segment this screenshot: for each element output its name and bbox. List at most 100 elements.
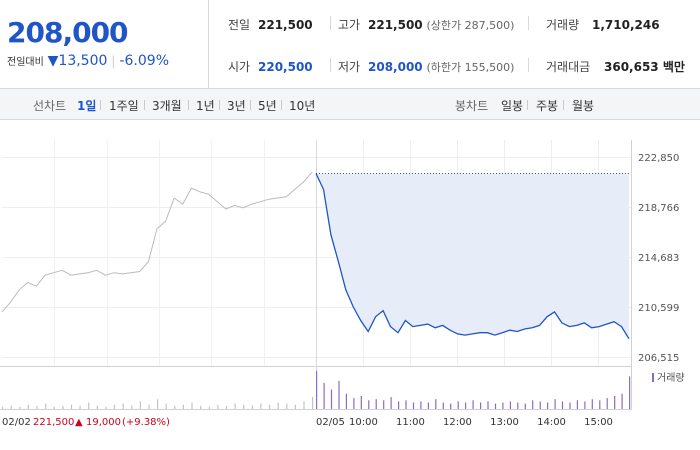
volume-bar [487,401,489,409]
stat-amount: 거래대금 360,653 백만 [546,58,685,75]
volume-bar [502,402,504,409]
volume-bar [312,397,314,409]
volume-bar [539,401,541,409]
volume-bar [554,399,556,409]
volume-bar [105,406,107,409]
volume-bar [629,376,631,409]
volume-bar [330,389,333,409]
stat-upper-limit: (상한가 287,500) [426,19,515,32]
divider [563,100,564,110]
tab-5y[interactable]: 5년 [258,99,277,113]
divider [188,100,189,110]
volume-bar [398,401,400,409]
volume-bar [576,400,578,409]
volume-bar [606,398,608,409]
x-tick-label: 15:00 [584,417,613,428]
volume-bar [217,404,219,409]
stat-value: 1,710,246 [592,18,660,32]
stat-label: 고가 [338,18,361,32]
period-tab-bar: 선차트 1일 1주일 3개월 1년 3년 5년 10년 봉차트 일봉 주봉 월봉 [0,89,700,120]
volume-bar [316,371,318,409]
volume-bar [88,402,90,409]
volume-bar [191,402,193,409]
change-amount: 13,500 [58,53,108,69]
stat-low: 저가 208,000 (하한가 155,500) [338,58,514,75]
volume-bar [182,404,184,409]
tab-monthly[interactable]: 월봉 [572,99,595,113]
volume-bar [234,403,236,409]
current-price: 208,000 [7,16,129,49]
divider [330,58,331,72]
volume-bar [621,393,623,409]
volume-bar [323,382,325,409]
volume-bar [427,402,429,409]
volume-bar [360,396,362,409]
prev-day-price-line [1,171,313,313]
volume-bar [277,402,279,409]
volume-bar [243,404,245,409]
divider [528,16,529,30]
stat-value: 221,500 [368,18,423,32]
quote-header: 208,000 전일대비 ▼13,500 | -6.09% 전일 221,500 고가… [0,0,700,89]
volume-bar [375,399,377,409]
up-arrow-icon: ▲ [75,417,83,428]
today-price-line [315,173,630,340]
volume-bar [472,400,474,409]
stat-lower-limit: (하한가 155,500) [426,61,515,74]
divider [281,100,282,110]
volume-bar [368,400,370,409]
tab-10y[interactable]: 10년 [289,99,316,113]
tab-3y[interactable]: 3년 [227,99,246,113]
stat-label: 시가 [228,60,251,74]
volume-bar [338,380,340,409]
volume-bar [591,399,593,409]
tab-1d[interactable]: 1일 [77,99,97,113]
volume-bar [614,396,616,409]
volume-bar [599,400,601,409]
volume-bar [131,405,133,409]
prev-date: 02/02 [2,417,31,428]
volume-bar [45,403,47,409]
prev-change: 19,000 [86,417,121,428]
volume-bar [79,405,81,409]
x-tick-label: 13:00 [490,417,519,428]
stat-value: 208,000 [368,60,423,74]
volume-bar [584,401,586,409]
x-tick-label: 10:00 [349,417,378,428]
volume-bar [465,402,467,409]
volume-bar [435,399,437,409]
tab-weekly[interactable]: 주봉 [536,99,559,113]
volume-bar [547,402,549,409]
tab-1y[interactable]: 1년 [196,99,215,113]
stat-value: 360,653 백만 [604,60,685,74]
volume-bar [532,400,534,409]
volume-bar [480,402,482,409]
tab-3m[interactable]: 3개월 [152,99,182,113]
divider [144,100,145,110]
stat-volume: 거래량 1,710,246 [546,16,660,33]
volume-bar [157,399,159,409]
volume-bar [10,405,12,409]
volume-bar [569,402,571,409]
volume-bar [70,404,73,409]
volume-bar [225,405,228,409]
y-tick-label: 218,766 [638,203,679,214]
stat-value: 220,500 [258,60,313,74]
volume-bar [405,400,407,409]
volume-bar [251,405,253,409]
tab-1w[interactable]: 1주일 [109,99,139,113]
divider [250,100,251,110]
x-axis-ticks: 02/05 10:00 11:00 12:00 13:00 14:00 15:00 [316,417,613,428]
stat-high: 고가 221,500 (상한가 287,500) [338,16,514,33]
volume-bar [36,405,38,409]
prev-price: 221,500 [33,417,74,428]
volume-bar [53,406,55,409]
volume-bar [494,403,497,409]
tab-daily[interactable]: 일봉 [501,99,524,113]
volume-bar [457,401,459,409]
volume-bar [174,405,176,409]
stat-label: 거래대금 [546,60,591,74]
volume-legend-swatch [652,373,654,382]
volume-bar [303,401,305,409]
